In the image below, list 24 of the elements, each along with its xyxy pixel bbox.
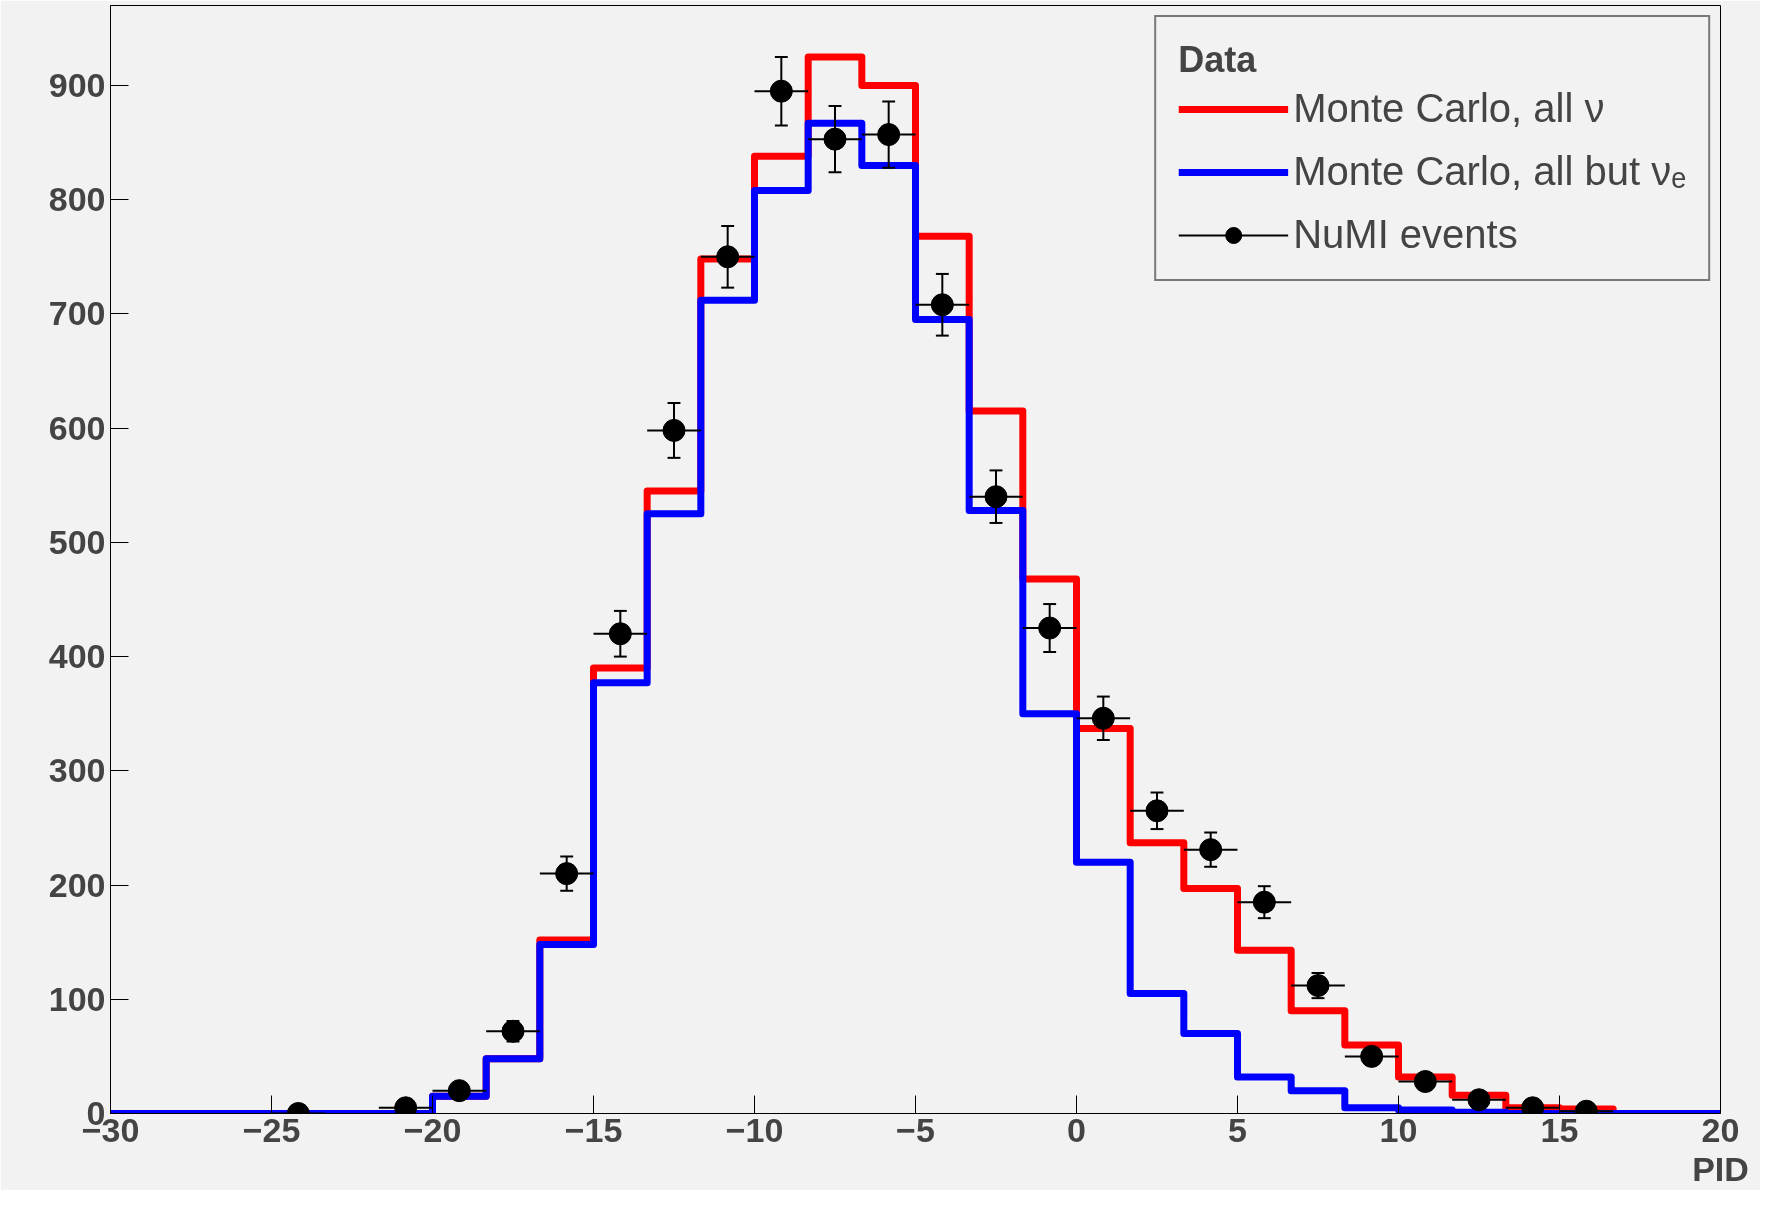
- x-tick-label: 15: [1540, 1110, 1579, 1149]
- x-tick-label: −15: [564, 1110, 623, 1149]
- y-tick-label: 200: [48, 865, 106, 904]
- y-tick-label: 100: [48, 979, 106, 1018]
- y-tick-label: 900: [48, 65, 106, 104]
- x-tick-label: −10: [725, 1110, 784, 1149]
- x-tick-label: 5: [1228, 1110, 1247, 1149]
- x-tick-label: 20: [1701, 1110, 1740, 1149]
- legend-title: Data: [1178, 39, 1258, 81]
- legend-label: NuMI events: [1293, 212, 1518, 257]
- y-tick-label: 400: [48, 637, 106, 676]
- y-tick-label: 500: [48, 522, 106, 561]
- legend-label: Monte Carlo, all ν: [1293, 86, 1605, 131]
- x-tick-label: −5: [896, 1110, 935, 1149]
- x-tick-label: 10: [1379, 1110, 1418, 1149]
- legend-label: Monte Carlo, all but νₑ: [1293, 149, 1686, 194]
- x-axis-title: PID: [1692, 1149, 1749, 1188]
- x-tick-label: 0: [1067, 1110, 1086, 1149]
- y-tick-label: 800: [48, 180, 106, 219]
- y-tick-label: 600: [48, 408, 106, 447]
- x-tick-label: −25: [242, 1110, 301, 1149]
- y-tick-label: 700: [48, 294, 106, 333]
- x-tick-label: −20: [403, 1110, 462, 1149]
- y-tick-label: 300: [48, 751, 106, 790]
